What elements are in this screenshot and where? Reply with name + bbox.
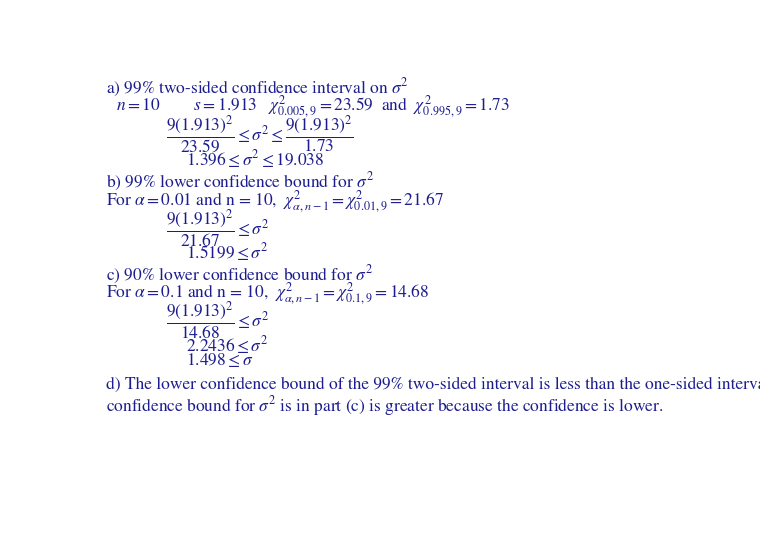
- Text: For $\alpha = 0.01$ and n = 10,  $\chi^2_{\alpha,n-1} = \chi^2_{0.01,9} = 21.67$: For $\alpha = 0.01$ and n = 10, $\chi^2_…: [106, 189, 444, 215]
- Text: $\dfrac{9(1.913)^2}{21.67} \leq \sigma^2$: $\dfrac{9(1.913)^2}{21.67} \leq \sigma^2…: [166, 207, 269, 250]
- Text: b) 99% lower confidence bound for $\sigma^2$: b) 99% lower confidence bound for $\sigm…: [106, 171, 374, 193]
- Text: confidence bound for $\sigma^2$ is in part (c) is greater because the confidence: confidence bound for $\sigma^2$ is in pa…: [106, 394, 663, 418]
- Text: $1.498 \leq \sigma$: $1.498 \leq \sigma$: [186, 351, 254, 369]
- Text: $1.5199 \leq \sigma^2$: $1.5199 \leq \sigma^2$: [186, 241, 268, 263]
- Text: d) The lower confidence bound of the 99% two-sided interval is less than the one: d) The lower confidence bound of the 99%…: [106, 377, 760, 393]
- Text: $n = 10$        $s = 1.913$   $\chi^2_{0.005,9} = 23.59$  and  $\chi^2_{0.995,9}: $n = 10$ $s = 1.913$ $\chi^2_{0.005,9} =…: [116, 94, 510, 121]
- Text: a) 99% two-sided confidence interval on $\sigma^2$: a) 99% two-sided confidence interval on …: [106, 77, 408, 99]
- Text: $\dfrac{9(1.913)^2}{14.68} \leq \sigma^2$: $\dfrac{9(1.913)^2}{14.68} \leq \sigma^2…: [166, 300, 269, 342]
- Text: $1.396 \leq \sigma^2 \leq 19.038$: $1.396 \leq \sigma^2 \leq 19.038$: [186, 148, 325, 170]
- Text: $\dfrac{9(1.913)^2}{23.59} \leq \sigma^2 \leq \dfrac{9(1.913)^2}{1.73}$: $\dfrac{9(1.913)^2}{23.59} \leq \sigma^2…: [166, 114, 353, 156]
- Text: c) 90% lower confidence bound for $\sigma^2$: c) 90% lower confidence bound for $\sigm…: [106, 263, 372, 286]
- Text: $2.2436 \leq \sigma^2$: $2.2436 \leq \sigma^2$: [186, 334, 268, 355]
- Text: For $\alpha = 0.1$ and n = 10,  $\chi^2_{\alpha,n-1} = \chi^2_{0.1,9} = 14.68$: For $\alpha = 0.1$ and n = 10, $\chi^2_{…: [106, 281, 429, 307]
